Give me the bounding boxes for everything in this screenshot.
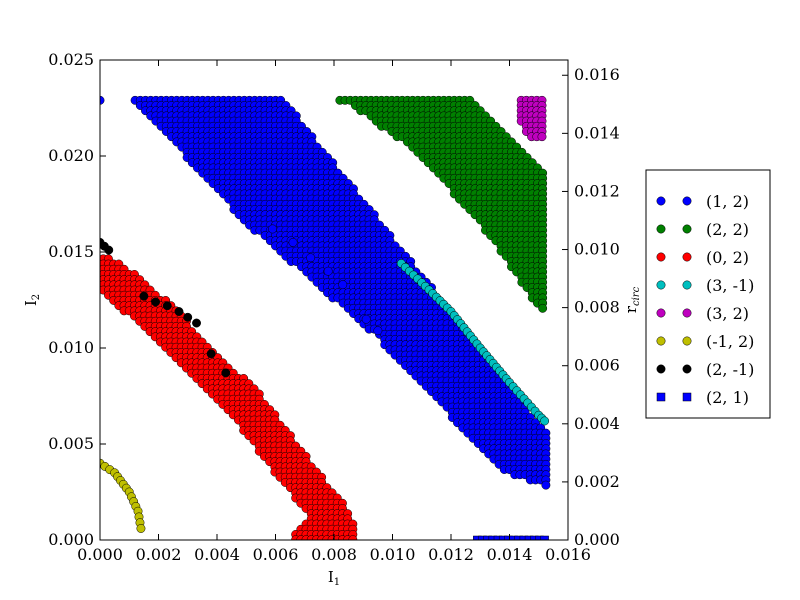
data-point bbox=[538, 303, 548, 313]
y2-tick-label: 0.008 bbox=[574, 298, 620, 317]
legend-label: (3, 2) bbox=[706, 304, 749, 323]
data-point bbox=[541, 480, 551, 490]
data-point bbox=[306, 253, 316, 263]
data-point bbox=[268, 224, 278, 234]
data-point bbox=[104, 245, 114, 255]
legend-marker bbox=[656, 252, 666, 262]
data-point bbox=[537, 132, 547, 142]
y-axis-label: I2 bbox=[22, 294, 42, 306]
y2-axis: 0.000 0.002 0.004 0.006 0.008 0.010 0.012 0.014… bbox=[562, 65, 620, 549]
data-point bbox=[83, 270, 91, 278]
legend-marker bbox=[682, 308, 692, 318]
y-tick-label: 0.010 bbox=[48, 338, 94, 357]
y-tick-label: 0.025 bbox=[48, 50, 94, 69]
x-axis-label: I1 bbox=[328, 568, 340, 588]
legend: (1, 2) (2, 2) (0, 2) (3, -1) (3, 2) (-1, 2) (2… bbox=[645, 169, 771, 419]
legend-marker bbox=[656, 336, 666, 346]
y2-tick-label: 0.004 bbox=[574, 414, 620, 433]
data-point bbox=[89, 260, 97, 268]
data-point bbox=[540, 416, 550, 426]
data-point bbox=[83, 275, 91, 283]
y2-tick-label: 0.014 bbox=[574, 123, 620, 142]
data-point bbox=[151, 297, 161, 307]
data-point bbox=[89, 265, 97, 273]
legend-marker bbox=[682, 252, 692, 262]
data-point bbox=[302, 546, 310, 554]
legend-marker bbox=[656, 224, 666, 234]
data-point bbox=[361, 314, 371, 324]
legend-marker bbox=[656, 392, 666, 402]
legend-label: (1, 2) bbox=[706, 192, 749, 211]
legend-label: (2, 1) bbox=[706, 388, 749, 407]
x-tick-label: 0.002 bbox=[136, 545, 182, 564]
legend-marker bbox=[682, 224, 692, 234]
legend-label: (-1, 2) bbox=[706, 332, 754, 351]
legend-marker bbox=[682, 364, 692, 374]
data-point bbox=[89, 275, 97, 283]
data-point bbox=[373, 326, 383, 336]
legend-marker bbox=[656, 280, 666, 290]
legend-label: (3, -1) bbox=[706, 276, 754, 295]
x-tick-label: 0.004 bbox=[194, 545, 240, 564]
y-tick-label: 0.005 bbox=[48, 434, 94, 453]
data-point bbox=[83, 260, 91, 268]
y2-tick-label: 0.000 bbox=[574, 530, 620, 549]
y2-tick-label: 0.012 bbox=[574, 181, 620, 200]
legend-marker bbox=[682, 336, 692, 346]
data-point bbox=[139, 291, 149, 301]
x-tick-label: 0.010 bbox=[370, 545, 416, 564]
data-point bbox=[83, 265, 91, 273]
data-point bbox=[323, 266, 333, 276]
legend-label: (2, -1) bbox=[706, 360, 754, 379]
data-point bbox=[89, 281, 97, 289]
data-point bbox=[136, 524, 146, 533]
x-tick-label: 0.008 bbox=[311, 545, 357, 564]
legend-marker bbox=[682, 196, 692, 206]
x-tick-label: 0.006 bbox=[253, 545, 299, 564]
legend-marker bbox=[656, 196, 666, 206]
legend-marker bbox=[656, 308, 666, 318]
data-point bbox=[183, 312, 193, 322]
y-tick-label: 0.015 bbox=[48, 242, 94, 261]
data-point bbox=[206, 349, 216, 359]
legend-marker bbox=[682, 280, 692, 290]
data-point bbox=[174, 307, 184, 316]
data-point bbox=[338, 280, 348, 290]
y2-tick-label: 0.002 bbox=[574, 472, 620, 491]
data-point bbox=[162, 301, 172, 311]
y2-tick-label: 0.016 bbox=[574, 65, 620, 84]
data-point bbox=[302, 541, 310, 549]
legend-marker bbox=[656, 364, 666, 374]
legend-label: (2, 2) bbox=[706, 220, 749, 239]
data-point bbox=[302, 551, 310, 559]
y2-tick-label: 0.010 bbox=[574, 240, 620, 259]
data-point bbox=[89, 270, 97, 278]
legend-marker bbox=[682, 392, 692, 402]
y-axis: 0.000 0.005 0.010 0.015 0.020 0.025 bbox=[48, 50, 106, 549]
x-tick-label: 0.014 bbox=[487, 545, 533, 564]
y2-tick-label: 0.006 bbox=[574, 356, 620, 375]
y-tick-label: 0.020 bbox=[48, 146, 94, 165]
y2-axis-label: rcirc bbox=[622, 286, 642, 313]
legend-label: (0, 2) bbox=[706, 248, 749, 267]
y-tick-label: 0.000 bbox=[48, 530, 94, 549]
data-point bbox=[192, 318, 201, 328]
x-tick-label: 0.012 bbox=[428, 545, 474, 564]
data-point bbox=[288, 237, 298, 247]
data-point bbox=[221, 368, 231, 378]
data-points bbox=[83, 95, 551, 559]
